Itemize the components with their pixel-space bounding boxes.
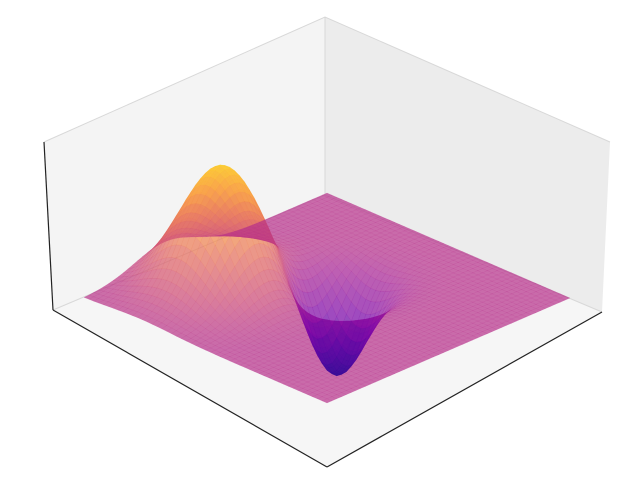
top-edges bbox=[43, 16, 611, 143]
surface-mesh bbox=[83, 164, 571, 404]
z-axis-line bbox=[43, 141, 54, 311]
surface-face-2499 bbox=[321, 192, 333, 198]
back-left-pane bbox=[44, 17, 325, 310]
x-axis-line bbox=[52, 309, 328, 468]
y-axis-line bbox=[326, 311, 603, 468]
back-right-pane bbox=[325, 17, 610, 312]
